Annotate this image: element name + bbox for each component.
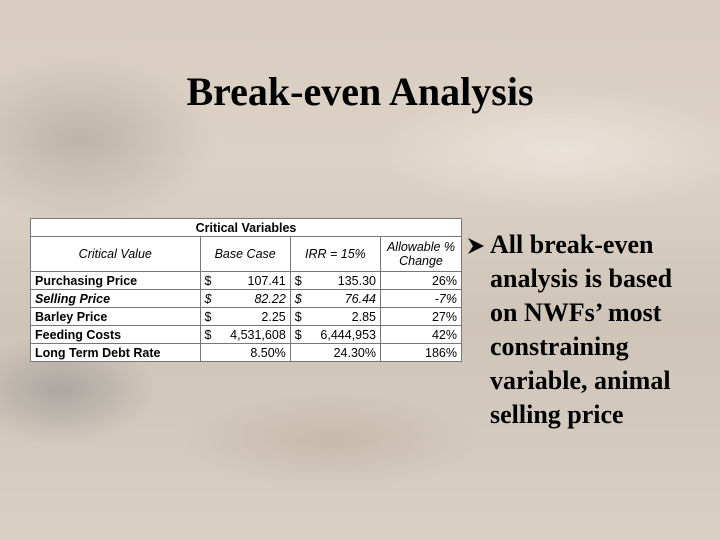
- value-cell: $82.22: [199, 289, 291, 308]
- value: 6,444,953: [320, 327, 376, 342]
- value-cell: $76.44: [289, 289, 382, 308]
- value: 4,531,608: [230, 327, 286, 342]
- slide-title: Break-even Analysis: [186, 69, 534, 114]
- column-header: Base Case: [199, 236, 291, 272]
- value-wrap: $6,444,953: [295, 328, 376, 342]
- change-cell: 27%: [380, 307, 462, 326]
- column-header: IRR = 15%: [289, 236, 382, 272]
- column-header: Allowable % Change: [380, 236, 462, 272]
- value: 76.44: [344, 291, 376, 306]
- value: 24.30%: [333, 345, 376, 360]
- value: 2.85: [351, 309, 376, 324]
- currency: $: [294, 327, 302, 342]
- value: 8.50%: [250, 345, 286, 360]
- value-cell: $6,444,953: [289, 325, 382, 344]
- critical-variables-table: Critical Variables Critical Value Base Cas…: [30, 218, 462, 362]
- table-row: Feeding Costs $4,531,608 $6,444,953 42%: [30, 325, 462, 344]
- value-wrap: $2.25: [205, 310, 286, 324]
- value-wrap: 8.50%: [205, 345, 286, 360]
- change-cell: -7%: [380, 289, 462, 308]
- value-wrap: $135.30: [295, 274, 376, 288]
- currency: $: [294, 291, 302, 306]
- value-wrap: $2.85: [295, 310, 376, 324]
- value-cell: $4,531,608: [199, 325, 291, 344]
- value: 82.22: [254, 291, 286, 306]
- table-caption: Critical Variables: [30, 218, 462, 237]
- table-row: Purchasing Price $107.41 $135.30 26%: [30, 271, 462, 290]
- row-label: Barley Price: [30, 307, 201, 326]
- header-row: Critical Value Base Case IRR = 15% Allowabl…: [30, 236, 462, 272]
- change-cell: 186%: [380, 343, 462, 362]
- row-label: Selling Price: [30, 289, 201, 308]
- currency: $: [204, 327, 212, 342]
- value-cell: $107.41: [199, 271, 291, 290]
- currency: $: [204, 309, 212, 324]
- value-cell: $135.30: [289, 271, 382, 290]
- row-label: Purchasing Price: [30, 271, 201, 290]
- table-row: Long Term Debt Rate 8.50% 24.30% 186%: [30, 343, 462, 362]
- column-header: Critical Value: [30, 236, 201, 272]
- value-wrap: 24.30%: [295, 346, 376, 360]
- row-label: Long Term Debt Rate: [30, 343, 201, 362]
- bullet: All break-even analysis is based on NWFs…: [466, 228, 696, 432]
- value: 135.30: [337, 273, 376, 288]
- table-row: Selling Price $82.22 $76.44 -7%: [30, 289, 462, 308]
- change-cell: 26%: [380, 271, 462, 290]
- bullet-text: All break-even analysis is based on NWFs…: [490, 230, 673, 429]
- value-wrap: $76.44: [295, 292, 376, 306]
- currency: $: [294, 309, 302, 324]
- value-wrap: $107.41: [205, 274, 286, 288]
- caption-row: Critical Variables: [30, 218, 462, 237]
- row-label: Feeding Costs: [30, 325, 201, 344]
- currency: $: [294, 273, 302, 288]
- value-cell: $2.85: [289, 307, 382, 326]
- value: 2.25: [261, 309, 286, 324]
- change-cell: 42%: [380, 325, 462, 344]
- value-cell: 24.30%: [289, 343, 382, 362]
- currency: $: [204, 273, 212, 288]
- table-row: Barley Price $2.25 $2.85 27%: [30, 307, 462, 326]
- value-wrap: $4,531,608: [205, 328, 286, 342]
- value-cell: $2.25: [199, 307, 291, 326]
- bullet-arrow: [468, 238, 484, 254]
- value-cell: 8.50%: [199, 343, 291, 362]
- value-wrap: $82.22: [205, 292, 286, 306]
- currency: $: [204, 291, 212, 306]
- value: 107.41: [247, 273, 286, 288]
